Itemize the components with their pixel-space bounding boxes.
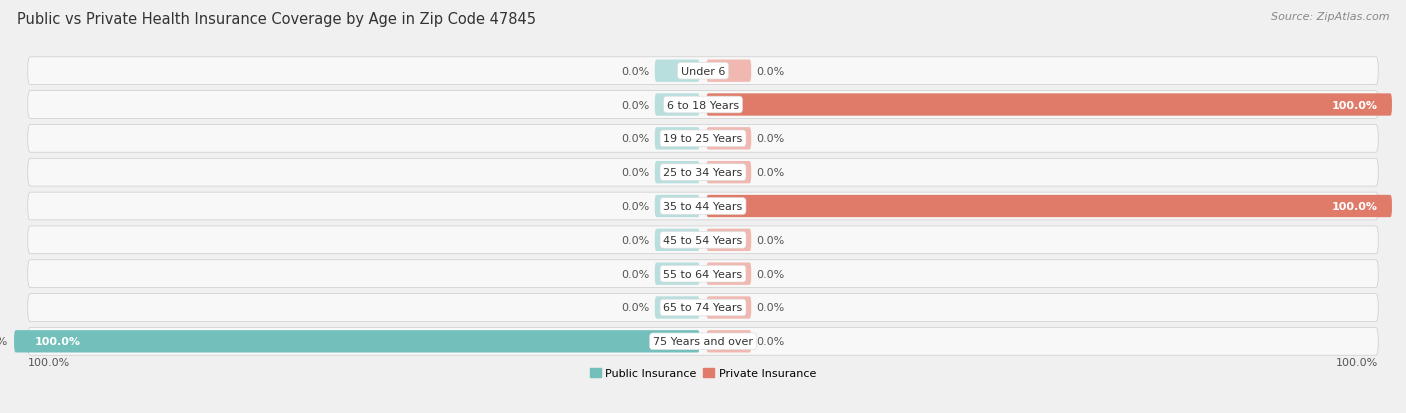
FancyBboxPatch shape	[28, 192, 1378, 221]
Text: 0.0%: 0.0%	[621, 168, 650, 178]
Text: 75 Years and over: 75 Years and over	[652, 337, 754, 347]
FancyBboxPatch shape	[706, 94, 1392, 116]
Legend: Public Insurance, Private Insurance: Public Insurance, Private Insurance	[585, 364, 821, 383]
FancyBboxPatch shape	[655, 297, 700, 319]
Text: 100.0%: 100.0%	[0, 337, 8, 347]
Text: Source: ZipAtlas.com: Source: ZipAtlas.com	[1271, 12, 1389, 22]
FancyBboxPatch shape	[28, 159, 1378, 187]
FancyBboxPatch shape	[706, 263, 751, 285]
Text: 100.0%: 100.0%	[28, 357, 70, 367]
FancyBboxPatch shape	[706, 229, 751, 252]
FancyBboxPatch shape	[14, 330, 700, 353]
FancyBboxPatch shape	[28, 125, 1378, 153]
Text: 0.0%: 0.0%	[756, 235, 785, 245]
Text: 0.0%: 0.0%	[756, 168, 785, 178]
Text: 55 to 64 Years: 55 to 64 Years	[664, 269, 742, 279]
FancyBboxPatch shape	[655, 128, 700, 150]
FancyBboxPatch shape	[655, 60, 700, 83]
Text: 0.0%: 0.0%	[621, 269, 650, 279]
FancyBboxPatch shape	[706, 60, 751, 83]
Text: Under 6: Under 6	[681, 66, 725, 76]
Text: 45 to 54 Years: 45 to 54 Years	[664, 235, 742, 245]
FancyBboxPatch shape	[655, 94, 700, 116]
FancyBboxPatch shape	[655, 229, 700, 252]
FancyBboxPatch shape	[655, 161, 700, 184]
FancyBboxPatch shape	[706, 330, 751, 353]
Text: 65 to 74 Years: 65 to 74 Years	[664, 303, 742, 313]
FancyBboxPatch shape	[28, 226, 1378, 254]
Text: 0.0%: 0.0%	[756, 269, 785, 279]
Text: 0.0%: 0.0%	[621, 66, 650, 76]
Text: 35 to 44 Years: 35 to 44 Years	[664, 202, 742, 211]
FancyBboxPatch shape	[706, 297, 751, 319]
Text: 0.0%: 0.0%	[621, 235, 650, 245]
Text: 100.0%: 100.0%	[1331, 100, 1378, 110]
Text: 0.0%: 0.0%	[621, 100, 650, 110]
Text: 0.0%: 0.0%	[621, 202, 650, 211]
FancyBboxPatch shape	[655, 195, 700, 218]
Text: 0.0%: 0.0%	[756, 134, 785, 144]
FancyBboxPatch shape	[28, 260, 1378, 288]
Text: Public vs Private Health Insurance Coverage by Age in Zip Code 47845: Public vs Private Health Insurance Cover…	[17, 12, 536, 27]
Text: 0.0%: 0.0%	[621, 303, 650, 313]
Text: 100.0%: 100.0%	[35, 337, 80, 347]
Text: 19 to 25 Years: 19 to 25 Years	[664, 134, 742, 144]
FancyBboxPatch shape	[706, 161, 751, 184]
FancyBboxPatch shape	[706, 128, 751, 150]
FancyBboxPatch shape	[655, 263, 700, 285]
FancyBboxPatch shape	[28, 328, 1378, 355]
FancyBboxPatch shape	[28, 58, 1378, 85]
Text: 100.0%: 100.0%	[1336, 357, 1378, 367]
Text: 25 to 34 Years: 25 to 34 Years	[664, 168, 742, 178]
FancyBboxPatch shape	[706, 195, 1392, 218]
Text: 100.0%: 100.0%	[1331, 202, 1378, 211]
Text: 0.0%: 0.0%	[756, 303, 785, 313]
Text: 0.0%: 0.0%	[756, 337, 785, 347]
Text: 0.0%: 0.0%	[756, 66, 785, 76]
Text: 0.0%: 0.0%	[621, 134, 650, 144]
FancyBboxPatch shape	[28, 91, 1378, 119]
Text: 6 to 18 Years: 6 to 18 Years	[666, 100, 740, 110]
FancyBboxPatch shape	[28, 294, 1378, 322]
